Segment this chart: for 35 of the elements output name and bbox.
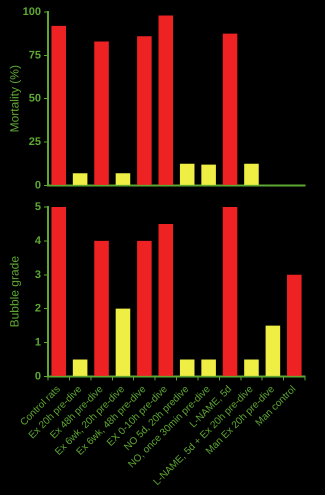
- y-tick-label: 100: [22, 6, 41, 18]
- bar: [116, 308, 130, 376]
- bar: [51, 26, 66, 185]
- bar: [158, 15, 174, 185]
- bar: [287, 274, 302, 376]
- bar: [244, 359, 259, 376]
- y-tick-label: 50: [28, 92, 41, 105]
- bar: [72, 173, 88, 185]
- bar: [137, 240, 152, 376]
- y-tick-label: 5: [34, 201, 41, 214]
- y-axis-title: Bubble grade: [8, 256, 22, 328]
- y-tick-label: 4: [34, 234, 42, 247]
- bar: [94, 41, 109, 185]
- y-tick-label: 0: [34, 370, 41, 382]
- bar: [51, 207, 66, 376]
- bar: [116, 173, 130, 185]
- y-tick-label: 3: [34, 268, 41, 281]
- bar: [72, 359, 88, 376]
- bar: [201, 164, 216, 185]
- bar: [94, 240, 109, 376]
- bar: [244, 164, 259, 185]
- y-tick-label: 25: [28, 136, 41, 148]
- y-tick-label: 0: [34, 179, 41, 192]
- bar: [201, 359, 216, 376]
- y-tick-label: 2: [34, 302, 41, 315]
- bar: [222, 207, 238, 376]
- bar: [180, 359, 194, 376]
- bar: [137, 36, 152, 185]
- bar: [222, 34, 238, 185]
- y-tick-label: 75: [28, 49, 41, 62]
- bar: [180, 164, 194, 185]
- bar: [158, 224, 174, 376]
- y-axis-title: Mortality (%): [8, 65, 22, 132]
- bar: [266, 326, 280, 376]
- y-tick-label: 1: [34, 336, 41, 349]
